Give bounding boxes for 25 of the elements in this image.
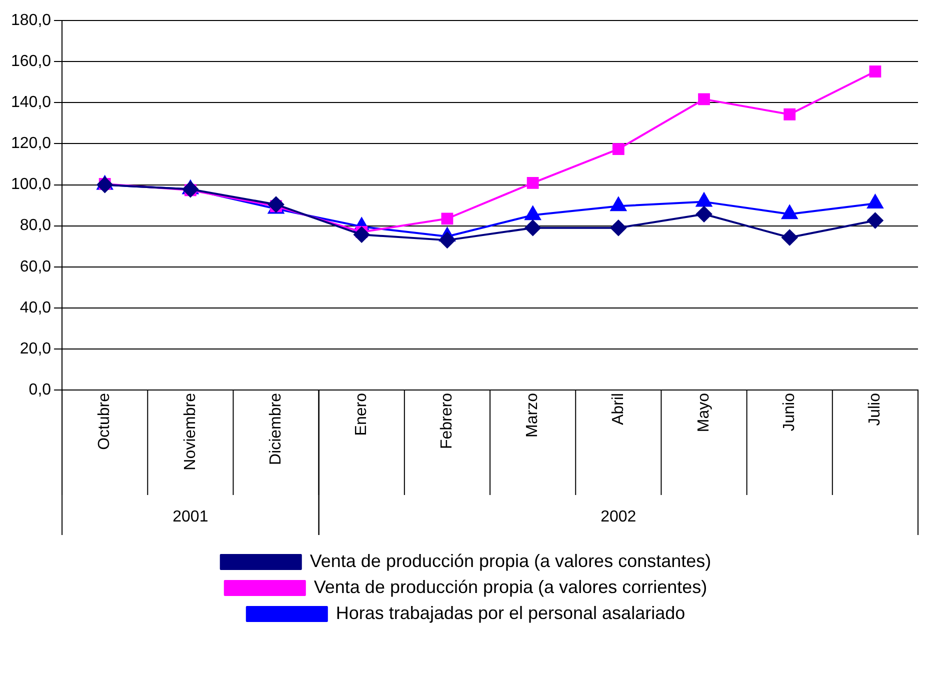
x-tick-label: Febrero [438, 392, 456, 450]
y-tick-label: 40,0 [20, 299, 52, 316]
x-tick-label: Noviembre [182, 392, 199, 470]
legend-label: Venta de producción propia (a valores constantes) [310, 550, 712, 571]
y-tick-label: 20,0 [20, 340, 52, 358]
x-tick-label: Marzo [524, 392, 542, 438]
x-tick-label: Abril [610, 393, 627, 426]
legend-label: Venta de producción propia (a valores corrientes) [314, 576, 708, 597]
x-tick-label: Octubre [96, 392, 114, 450]
y-tick-label: 120,0 [10, 135, 52, 152]
y-tick-label: 180,0 [10, 12, 52, 30]
x-tick-label: Diciembre [267, 392, 284, 466]
text: 2002 [600, 508, 636, 526]
y-tick-label: 0,0 [28, 381, 52, 398]
y-tick-label: 160,0 [10, 53, 52, 70]
text: 2001 [172, 508, 208, 526]
y-tick-label: 60,0 [20, 258, 52, 276]
x-tick-label: Julio [866, 392, 884, 426]
legend-label: Horas trabajadas por el personal asalariado [336, 602, 686, 623]
y-tick-label: 100,0 [10, 176, 52, 194]
x-tick-label: Enero [353, 392, 370, 436]
x-tick-label: Junio [781, 392, 798, 432]
y-tick-label: 140,0 [10, 94, 52, 112]
x-tick-label: Mayo [695, 392, 712, 432]
y-tick-label: 80,0 [20, 217, 52, 234]
